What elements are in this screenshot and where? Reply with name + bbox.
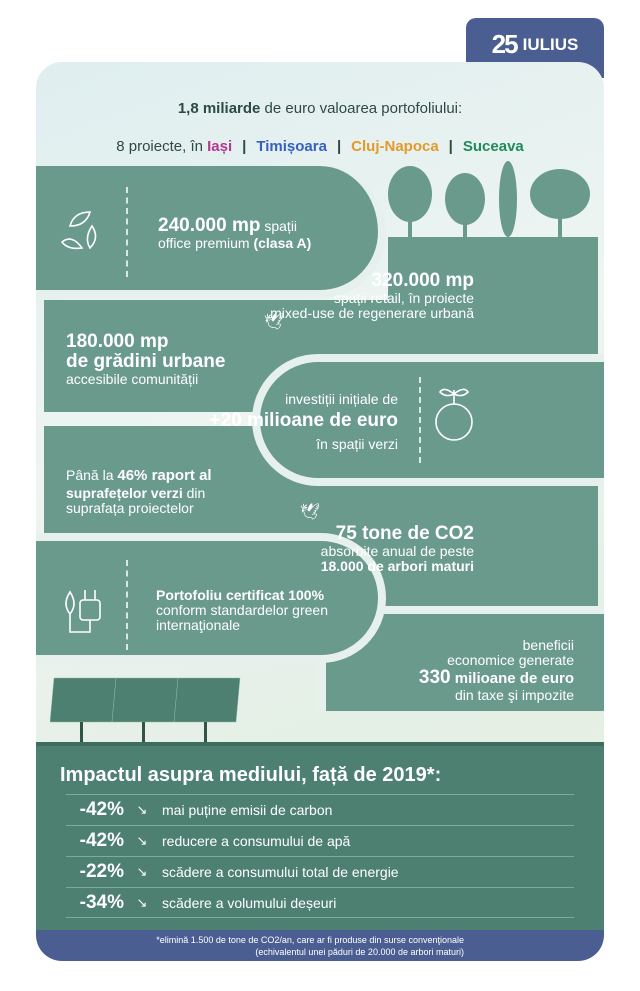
co2-stat: 75 tone de CO2 absorbite anual de peste 18… (320, 523, 474, 574)
city-3: Suceava (462, 138, 524, 155)
city-0: Iași (207, 138, 233, 155)
globe-sprout-icon (435, 388, 473, 441)
impact-row: -22% ↘ scădere a consumului total de energ… (66, 856, 574, 887)
logo-number: 25 (491, 29, 519, 59)
green-stat: Până la 46% raport al suprafețelor verzi … (66, 467, 212, 516)
trend-down-icon: ↘ (136, 894, 148, 910)
bird-icon: 🕊 (264, 314, 285, 331)
portfolio-value: 1,8 miliarde de euro valoarea portofoliu… (177, 100, 463, 117)
trend-down-icon: ↘ (136, 864, 148, 879)
cert-stat: Portofoliu certificat 100% conform standa… (156, 587, 328, 633)
impact-title: Impactul asupra mediului, față de 2019*: (60, 764, 442, 786)
city-1: Timișoara (256, 138, 327, 155)
trend-down-icon: ↘ (136, 833, 148, 848)
trees-illustration (388, 161, 590, 239)
logo-name: IULIUS (522, 35, 579, 54)
econ-stat: beneficii economice generate 330 milioane … (418, 637, 574, 703)
retail-stat: 320.000 mp spații retail, în proiecte mixe… (270, 270, 474, 321)
impact-percent: -42% (79, 799, 124, 820)
impact-percent: -34% (79, 891, 124, 913)
impact-row: -42% ↘ mai puține emisii de carbon (66, 794, 574, 825)
office-stat: 240.000 mp spații office premium (clasa A… (158, 215, 312, 251)
trend-down-icon: ↘ (136, 802, 148, 817)
cities-line: 8 proiecte, în Iași | Timișoara | Cluj-Napoc… (116, 138, 524, 155)
gardens-stat: 180.000 mp de grădini urbane accesibile co… (66, 331, 226, 387)
plug-leaf-icon (65, 590, 101, 633)
bird-icon: 🕊 (300, 504, 321, 521)
impact-section: Impactul asupra mediului, față de 2019*:… (36, 742, 604, 930)
infographic-card: 1,8 miliarde de euro valoarea portofoliu… (36, 62, 604, 961)
invest-stat: investiții inițiale de +20 milioane de eu… (209, 391, 399, 452)
divider (126, 560, 128, 650)
impact-description: scădere a consumului total de energie (162, 864, 399, 880)
footnote: *elimină 1.500 de tone de CO2/an, care a… (36, 930, 604, 961)
impact-percent: -42% (79, 830, 124, 851)
separator: | (448, 138, 453, 155)
leaves-recycle-icon (60, 211, 97, 250)
impact-description: reducere a consumului de apă (162, 833, 351, 849)
impact-description: scădere a volumului deșeuri (162, 894, 337, 911)
city-2: Cluj-Napoca (351, 138, 439, 155)
separator: | (336, 138, 342, 155)
impact-row: -34% ↘ scădere a volumului deșeuri (66, 887, 574, 918)
impact-description: mai puține emisii de carbon (162, 802, 333, 818)
solar-panels-illustration (50, 677, 241, 742)
separator: | (242, 138, 247, 155)
divider (126, 187, 128, 277)
impact-row: -42% ↘ reducere a consumului de apă (66, 825, 574, 856)
invest-block (252, 354, 604, 486)
divider (419, 377, 421, 463)
impact-percent: -22% (79, 861, 124, 882)
